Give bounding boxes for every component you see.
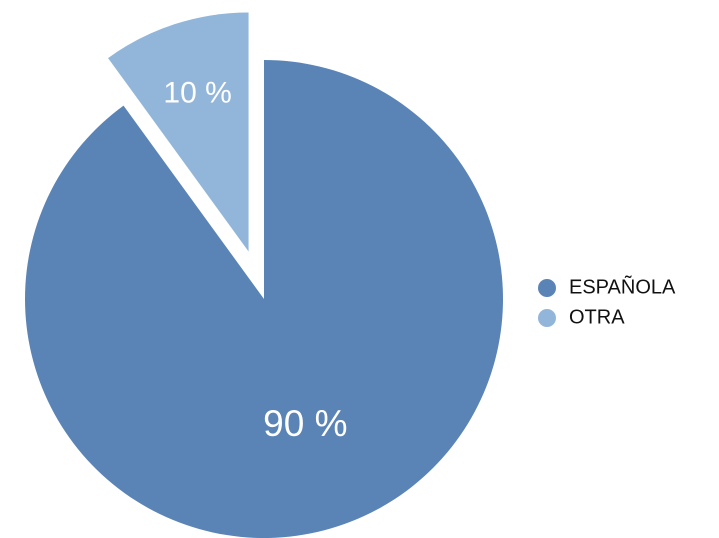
pie-slices xyxy=(25,12,503,538)
slice-label-otra: 10 % xyxy=(163,77,231,110)
pie-slice-espanola xyxy=(25,60,503,538)
slice-label-espanola: 90 % xyxy=(263,403,347,444)
legend-label-otra: OTRA xyxy=(569,306,625,328)
legend-label-espanola: ESPAÑOLA xyxy=(569,274,676,298)
legend-swatch-otra xyxy=(538,309,556,327)
legend: ESPAÑOLA OTRA xyxy=(538,274,676,328)
legend-swatch-espanola xyxy=(538,279,556,297)
